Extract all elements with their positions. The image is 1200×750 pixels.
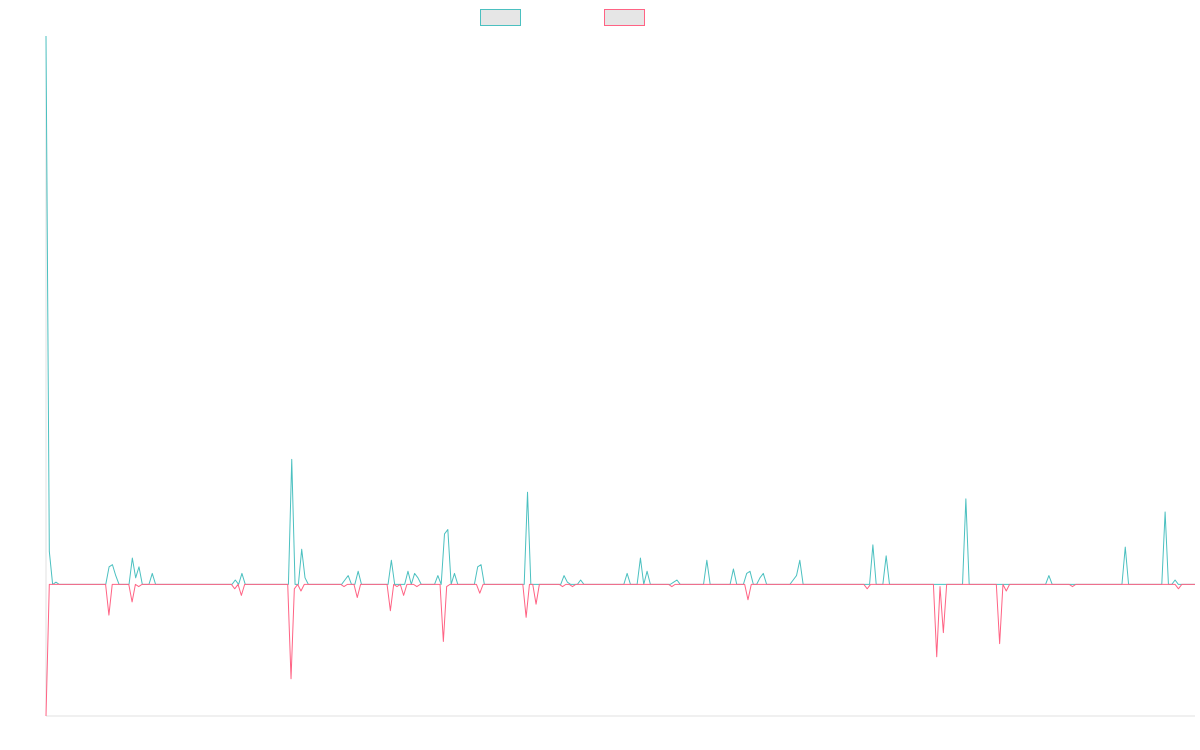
legend-swatch-series-2[interactable] (604, 9, 645, 26)
axes (45, 36, 1195, 717)
series-layer (45, 35, 1195, 717)
series-2-line (45, 583, 1195, 717)
series-1-line (45, 35, 1195, 585)
legend-swatch-series-1[interactable] (480, 9, 521, 26)
legend[interactable] (480, 9, 645, 26)
